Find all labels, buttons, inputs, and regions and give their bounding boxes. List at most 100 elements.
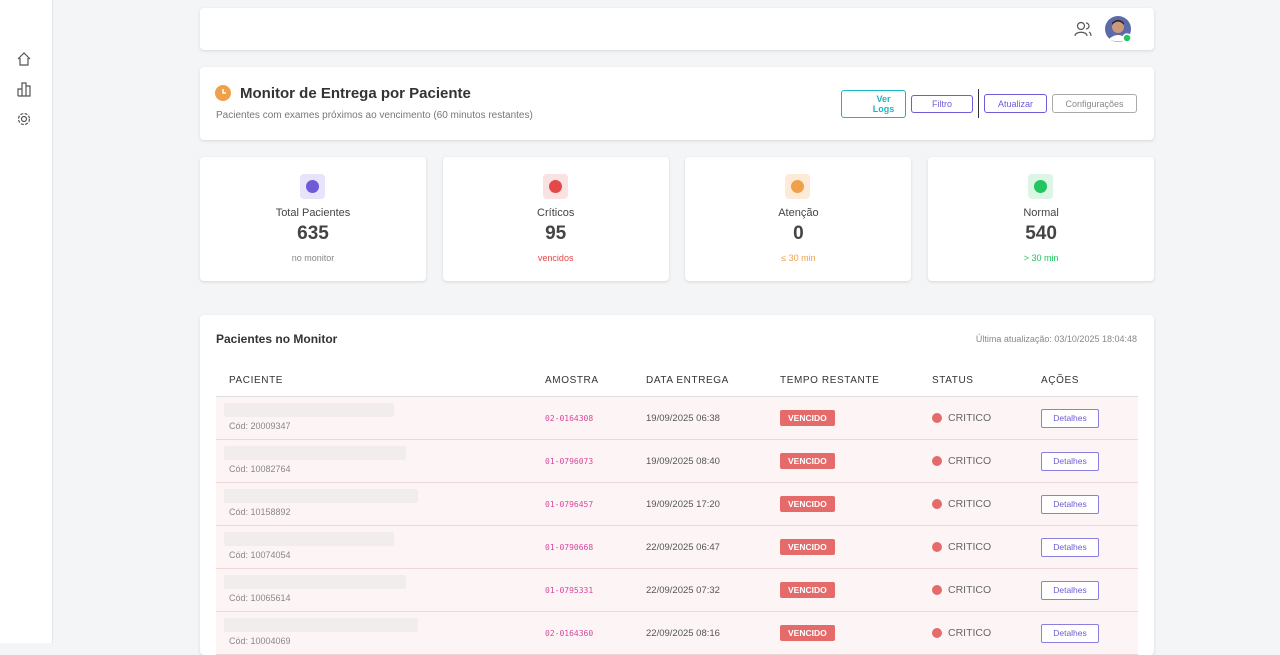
patient-name-redacted bbox=[224, 618, 418, 632]
details-button[interactable]: Detalhes bbox=[1041, 538, 1099, 557]
stat-card: Críticos 95 vencidos bbox=[442, 157, 669, 281]
settings-button[interactable]: Configurações bbox=[1052, 94, 1137, 113]
sample-id: 02-0164360 bbox=[545, 629, 594, 638]
status-text: CRITICO bbox=[948, 541, 992, 553]
last-update: Última atualização: 03/10/2025 18:04:48 bbox=[975, 334, 1137, 344]
details-button[interactable]: Detalhes bbox=[1041, 409, 1099, 428]
column-header: AMOSTRA bbox=[545, 375, 599, 386]
stat-icon-dot bbox=[1034, 180, 1048, 193]
patient-code: Cód: 10158892 bbox=[229, 507, 291, 517]
divider bbox=[978, 89, 979, 118]
sidebar bbox=[0, 0, 53, 643]
stat-icon-dot bbox=[306, 180, 319, 193]
time-badge: VENCIDO bbox=[780, 496, 835, 512]
column-header: DATA ENTREGA bbox=[646, 375, 729, 386]
table-row: Cód: 20009347 02-0164308 19/09/2025 06:38 V… bbox=[216, 397, 1138, 440]
stat-card: Atenção 0 ≤ 30 min bbox=[685, 157, 912, 281]
sidebar-icons[interactable] bbox=[16, 51, 32, 131]
patient-code: Cód: 10082764 bbox=[229, 464, 291, 474]
details-button[interactable]: Detalhes bbox=[1041, 495, 1099, 514]
stat-note: ≤ 30 min bbox=[781, 253, 816, 263]
patient-name-redacted bbox=[224, 575, 406, 589]
stat-value: 540 bbox=[1025, 223, 1057, 244]
stat-note: vencidos bbox=[537, 253, 574, 263]
sample-id: 01-0795331 bbox=[545, 586, 594, 595]
stat-icon bbox=[300, 174, 325, 199]
table-row: Cód: 10158892 01-0796457 19/09/2025 17:20 V… bbox=[216, 483, 1138, 526]
status-text: CRITICO bbox=[948, 584, 992, 596]
status-dot bbox=[932, 628, 942, 638]
stat-note: no monitor bbox=[291, 253, 335, 263]
stat-icon-dot bbox=[791, 180, 805, 193]
stat-label: Normal bbox=[1023, 207, 1059, 219]
column-header: AÇÕES bbox=[1041, 375, 1080, 386]
topbar bbox=[200, 8, 1154, 50]
time-badge: VENCIDO bbox=[780, 453, 835, 469]
column-header: TEMPO RESTANTE bbox=[780, 375, 880, 386]
table-row: Cód: 10065614 01-0795331 22/09/2025 07:32 V… bbox=[216, 569, 1138, 612]
patient-code: Cód: 10074054 bbox=[229, 550, 291, 560]
stat-icon-dot bbox=[548, 180, 562, 193]
details-button[interactable]: Detalhes bbox=[1041, 452, 1099, 471]
time-badge: VENCIDO bbox=[780, 410, 835, 426]
time-badge: VENCIDO bbox=[780, 625, 835, 641]
stat-value: 95 bbox=[545, 223, 567, 244]
status-dot bbox=[932, 456, 942, 466]
filter-button[interactable]: Filtro bbox=[911, 95, 973, 113]
users-icon[interactable] bbox=[1074, 21, 1092, 37]
table-title: Pacientes no Monitor bbox=[216, 332, 338, 346]
delivery-date: 22/09/2025 08:16 bbox=[646, 628, 720, 639]
delivery-date: 19/09/2025 06:38 bbox=[646, 413, 720, 424]
time-badge: VENCIDO bbox=[780, 582, 835, 598]
details-button[interactable]: Detalhes bbox=[1041, 624, 1099, 643]
stat-card: Total Pacientes 635 no monitor bbox=[200, 157, 426, 281]
patient-name-redacted bbox=[224, 489, 418, 503]
stat-icon bbox=[785, 174, 811, 199]
patient-name-redacted bbox=[224, 403, 394, 417]
delivery-date: 19/09/2025 17:20 bbox=[646, 499, 720, 510]
logs-button[interactable]: Ver Logs bbox=[841, 90, 906, 118]
status-dot bbox=[932, 499, 942, 509]
patient-name-redacted bbox=[224, 446, 406, 460]
table-row: Cód: 10004069 02-0164360 22/09/2025 08:16 V… bbox=[216, 612, 1138, 655]
column-header: PACIENTE bbox=[229, 375, 284, 386]
patient-name-redacted bbox=[224, 532, 394, 546]
stat-value: 0 bbox=[793, 223, 804, 244]
sample-id: 02-0164308 bbox=[545, 414, 594, 423]
stat-icon bbox=[1028, 174, 1054, 199]
header-rule bbox=[216, 396, 1138, 397]
avatar[interactable] bbox=[1105, 16, 1133, 44]
refresh-button[interactable]: Atualizar bbox=[984, 94, 1047, 113]
sample-id: 01-0796457 bbox=[545, 500, 594, 509]
page-title: Monitor de Entrega por Paciente bbox=[240, 85, 471, 102]
page-subtitle: Pacientes com exames próximos ao vencime… bbox=[216, 110, 533, 121]
status-dot bbox=[932, 413, 942, 423]
clock-icon bbox=[215, 85, 231, 101]
status-dot bbox=[932, 585, 942, 595]
delivery-date: 19/09/2025 08:40 bbox=[646, 456, 720, 467]
column-header: STATUS bbox=[932, 375, 974, 386]
delivery-date: 22/09/2025 07:32 bbox=[646, 585, 720, 596]
delivery-date: 22/09/2025 06:47 bbox=[646, 542, 720, 553]
stat-label: Atenção bbox=[778, 207, 819, 219]
stat-value: 635 bbox=[297, 223, 329, 244]
time-badge: VENCIDO bbox=[780, 539, 835, 555]
stat-label: Total Pacientes bbox=[275, 207, 351, 219]
table-row: Cód: 10082764 01-0796073 19/09/2025 08:40 V… bbox=[216, 440, 1138, 483]
sample-id: 01-0796073 bbox=[545, 457, 594, 466]
status-text: CRITICO bbox=[948, 412, 992, 424]
table-row: Cód: 10074054 01-0790668 22/09/2025 06:47 V… bbox=[216, 526, 1138, 569]
stat-label: Críticos bbox=[537, 207, 575, 219]
status-text: CRITICO bbox=[948, 627, 992, 639]
patient-code: Cód: 10065614 bbox=[229, 593, 291, 603]
patient-code: Cód: 20009347 bbox=[229, 421, 291, 431]
status-text: CRITICO bbox=[948, 498, 992, 510]
stat-icon bbox=[542, 174, 568, 199]
status-dot bbox=[932, 542, 942, 552]
status-text: CRITICO bbox=[948, 455, 992, 467]
sample-id: 01-0790668 bbox=[545, 543, 594, 552]
header-card: Monitor de Entrega por Paciente Paciente… bbox=[200, 67, 1154, 140]
patient-code: Cód: 10004069 bbox=[229, 636, 291, 646]
details-button[interactable]: Detalhes bbox=[1041, 581, 1099, 600]
